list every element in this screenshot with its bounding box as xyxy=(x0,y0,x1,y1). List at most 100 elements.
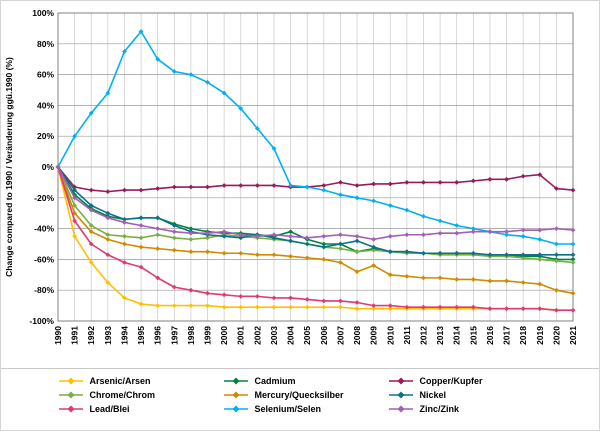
series-marker-arsenic-arsen xyxy=(155,303,161,308)
series-marker-zinc-zink xyxy=(404,232,410,238)
series-marker-mercury-quecksilber xyxy=(387,272,393,278)
series-marker-copper-kupfer xyxy=(321,183,327,188)
series-marker-arsenic-arsen xyxy=(122,295,127,301)
series-line-nickel xyxy=(57,166,573,256)
series-marker-zinc-zink xyxy=(254,233,260,239)
series-marker-copper-kupfer xyxy=(88,187,94,193)
series-marker-nickel xyxy=(487,252,493,258)
x-tick-label: 2013 xyxy=(435,326,445,345)
series-marker-mercury-quecksilber xyxy=(271,252,277,258)
series-line-copper-kupfer xyxy=(57,166,574,193)
series-marker-lead-blei xyxy=(171,284,177,290)
series-marker-nickel xyxy=(421,250,426,256)
series-marker-selenium-selen xyxy=(470,226,476,231)
series-marker-mercury-quecksilber xyxy=(105,236,111,242)
series-marker-selenium-selen xyxy=(553,241,559,247)
series-marker-lead-blei xyxy=(387,303,393,308)
y-tick-label: 40% xyxy=(37,100,54,110)
series-marker-copper-kupfer xyxy=(454,180,460,185)
series-marker-lead-blei xyxy=(371,303,377,308)
series-marker-nickel xyxy=(454,250,460,256)
legend-swatch-selenium-selen xyxy=(223,405,248,413)
series-marker-lead-blei xyxy=(304,297,310,302)
series-marker-lead-blei xyxy=(138,264,144,270)
series-marker-mercury-quecksilber xyxy=(188,249,194,255)
series-marker-selenium-selen xyxy=(537,236,543,242)
series-marker-arsenic-arsen xyxy=(338,304,343,310)
series-marker-chrome-chrom xyxy=(88,223,94,228)
x-tick-label: 2014 xyxy=(452,326,462,345)
legend-swatch-arsenic-arsen xyxy=(58,377,83,385)
series-marker-mercury-quecksilber xyxy=(88,229,94,235)
legend-item-selenium-selen: Selenium/Selen xyxy=(223,404,388,414)
series-marker-zinc-zink xyxy=(470,229,476,235)
series-marker-chrome-chrom xyxy=(105,232,111,238)
series-marker-chrome-chrom xyxy=(570,260,576,265)
y-tick-label: -20% xyxy=(34,193,54,203)
x-tick-label: 1990 xyxy=(53,326,63,345)
series-marker-mercury-quecksilber xyxy=(520,280,526,285)
series-marker-arsenic-arsen xyxy=(354,306,360,312)
series-marker-copper-kupfer xyxy=(371,181,377,187)
series-marker-selenium-selen xyxy=(387,203,393,208)
series-line-lead-blei xyxy=(57,166,573,312)
series-marker-zinc-zink xyxy=(88,207,94,213)
series-marker-arsenic-arsen xyxy=(371,306,377,312)
series-marker-zinc-zink xyxy=(105,215,111,221)
x-tick-label: 2021 xyxy=(568,326,578,345)
series-marker-zinc-zink xyxy=(304,235,310,241)
series-marker-selenium-selen xyxy=(254,126,260,131)
y-tick-label: 100% xyxy=(32,8,54,18)
y-tick-label: 20% xyxy=(37,131,54,141)
series-marker-arsenic-arsen xyxy=(304,304,310,310)
legend-swatch-mercury-quecksilber xyxy=(223,391,248,399)
series-marker-nickel xyxy=(105,210,111,216)
series-marker-nickel xyxy=(354,238,360,244)
x-tick-label: 1998 xyxy=(186,326,196,345)
legend-swatch-cadmium xyxy=(223,377,248,385)
series-marker-lead-blei xyxy=(72,218,78,224)
x-tick-label: 1992 xyxy=(86,326,96,345)
series-marker-copper-kupfer xyxy=(387,181,393,187)
series-marker-selenium-selen xyxy=(404,207,410,213)
series-marker-nickel xyxy=(304,241,310,247)
x-tick-label: 2018 xyxy=(518,326,528,345)
series-marker-zinc-zink xyxy=(504,229,509,235)
series-marker-copper-kupfer xyxy=(171,184,177,190)
series-marker-selenium-selen xyxy=(338,192,343,198)
series-marker-copper-kupfer xyxy=(188,184,194,190)
series-marker-mercury-quecksilber xyxy=(504,278,509,284)
series-marker-mercury-quecksilber xyxy=(437,275,443,281)
series-marker-copper-kupfer xyxy=(122,187,127,193)
series-marker-selenium-selen xyxy=(271,146,277,151)
x-tick-label: 2020 xyxy=(551,326,561,345)
series-marker-chrome-chrom xyxy=(520,255,526,261)
series-marker-zinc-zink xyxy=(387,233,393,239)
series-marker-mercury-quecksilber xyxy=(570,290,576,296)
series-marker-selenium-selen xyxy=(238,106,244,111)
y-tick-label: -100% xyxy=(29,316,54,326)
x-tick-label: 2010 xyxy=(385,326,395,345)
series-marker-nickel xyxy=(520,252,526,258)
series-marker-mercury-quecksilber xyxy=(371,263,377,268)
x-tick-label: 2000 xyxy=(219,326,229,345)
series-marker-lead-blei xyxy=(271,295,277,301)
series-marker-arsenic-arsen xyxy=(387,306,393,312)
x-tick-label: 2008 xyxy=(352,326,362,345)
series-marker-copper-kupfer xyxy=(354,183,360,188)
y-tick-label: -40% xyxy=(34,224,54,234)
series-marker-copper-kupfer xyxy=(238,183,244,188)
y-tick-label: 60% xyxy=(37,70,54,80)
series-marker-mercury-quecksilber xyxy=(354,269,360,275)
series-marker-nickel xyxy=(72,187,78,193)
series-marker-zinc-zink xyxy=(553,226,559,231)
series-marker-copper-kupfer xyxy=(271,183,277,188)
series-marker-selenium-selen xyxy=(155,56,161,62)
series-marker-arsenic-arsen xyxy=(105,280,111,285)
series-marker-selenium-selen xyxy=(88,110,94,116)
series-marker-cadmium xyxy=(288,229,293,235)
series-marker-zinc-zink xyxy=(371,236,377,242)
series-marker-copper-kupfer xyxy=(437,180,443,185)
series-marker-chrome-chrom xyxy=(138,235,144,241)
series-marker-selenium-selen xyxy=(188,72,194,77)
